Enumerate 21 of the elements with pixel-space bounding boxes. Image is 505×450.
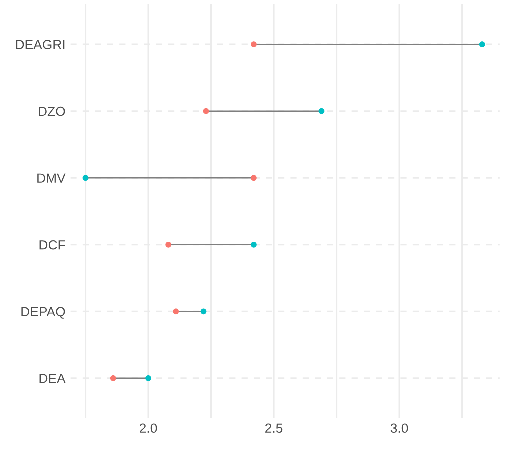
y-tick-label: DCF xyxy=(40,240,66,250)
point xyxy=(318,108,325,114)
point xyxy=(203,108,210,114)
point xyxy=(173,308,180,315)
point xyxy=(200,308,207,315)
point xyxy=(251,242,257,248)
y-tick-label: DEAGRI xyxy=(16,40,65,50)
point xyxy=(251,175,257,182)
point xyxy=(146,375,152,382)
point xyxy=(82,175,89,182)
y-tick-label: DZO xyxy=(39,106,66,116)
x-tick-label: 3.0 xyxy=(390,424,408,434)
x-tick-label: 2.0 xyxy=(140,424,158,434)
point xyxy=(251,42,257,48)
y-tick-label: DEA xyxy=(40,374,66,384)
point xyxy=(479,42,486,48)
point xyxy=(110,375,116,382)
point xyxy=(166,242,172,248)
y-tick-label: DEPAQ xyxy=(22,307,66,319)
x-tick-label: 2.5 xyxy=(266,424,283,434)
y-tick-label: DMV xyxy=(38,174,66,183)
